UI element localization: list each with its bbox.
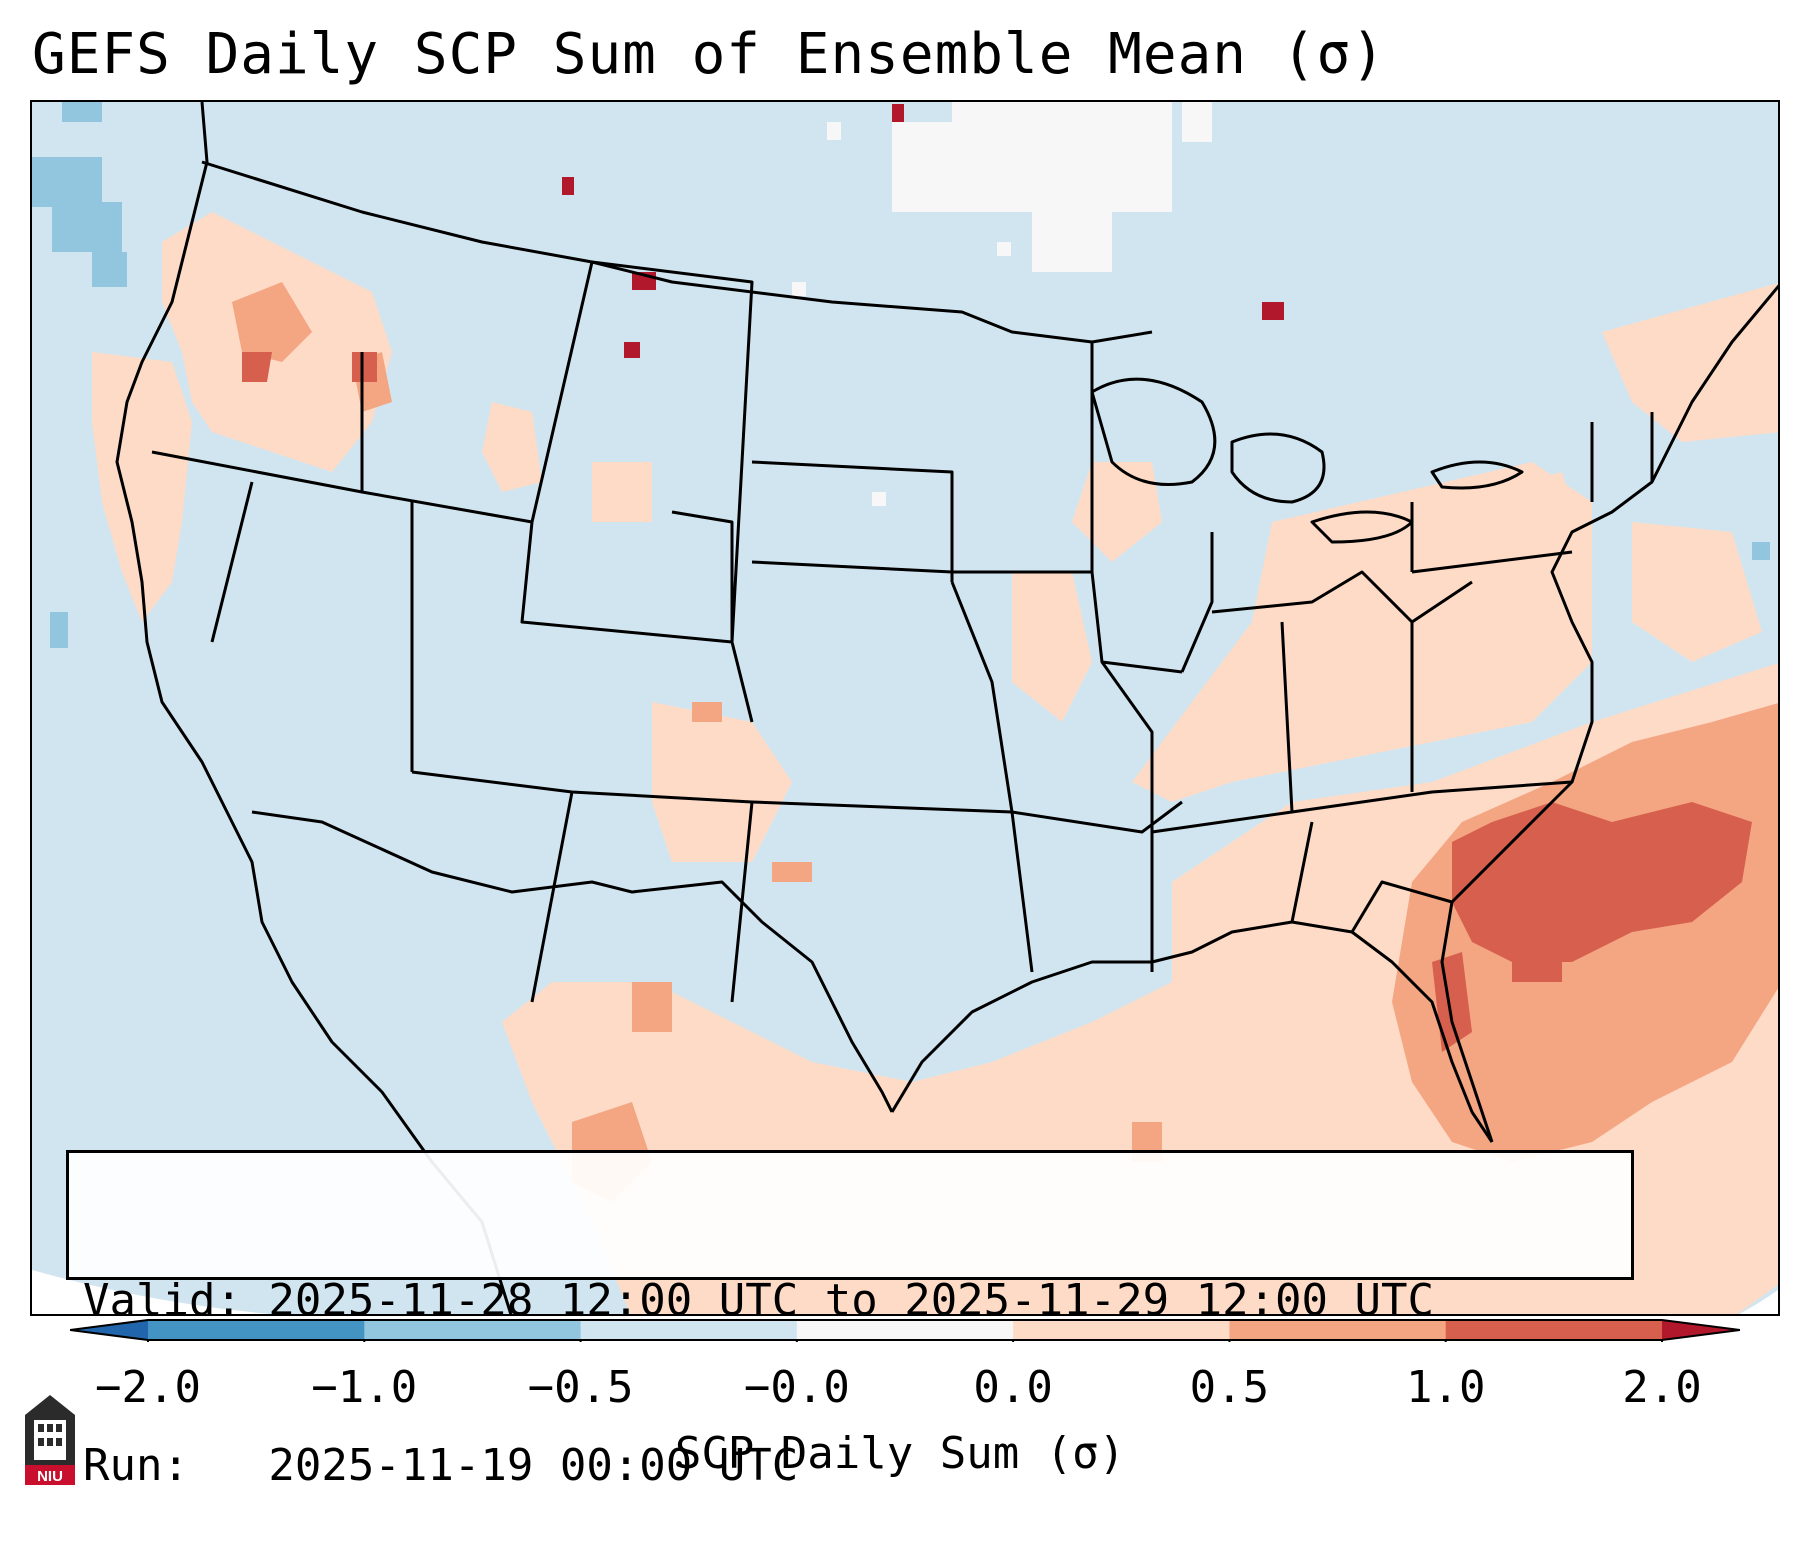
negative-patches [32, 102, 1770, 1314]
map-panel [30, 100, 1780, 1316]
gulf-coastline [890, 920, 1494, 1143]
colorbar-segment [148, 1320, 365, 1340]
colorbar-segments [148, 1320, 1663, 1340]
lake-ontario [1430, 460, 1524, 490]
colorbar-tick-label: 0.0 [973, 1362, 1053, 1413]
colorbar-segment [1013, 1320, 1230, 1340]
map-title: GEFS Daily SCP Sum of Ensemble Mean (σ) [32, 22, 1386, 87]
niu-logo-icon: NIU [25, 1395, 75, 1485]
svg-text:NIU: NIU [37, 1468, 63, 1485]
colorbar-tick-label: 2.0 [1622, 1362, 1702, 1413]
colorbar-segment [796, 1320, 1014, 1340]
atlantic-coastline [1440, 284, 1778, 1143]
borders-coastlines [115, 102, 1778, 1314]
lake-huron [1230, 432, 1326, 504]
colorbar-tick-label: −2.0 [95, 1362, 201, 1413]
colorbar-segment [1229, 1320, 1447, 1340]
colorbar-tick-label: 0.5 [1189, 1362, 1270, 1413]
colorbar-tick-label: −0.0 [743, 1362, 850, 1413]
near-zero-patches [792, 102, 1212, 506]
pacific-coastline [115, 102, 513, 1314]
colorbar-segment [580, 1320, 798, 1340]
map-canvas [32, 102, 1778, 1314]
valid-time-text: Valid: 2025-11-28 12:00 UTC to 2025-11-2… [83, 1275, 1435, 1326]
run-time-text: Run: 2025-11-19 00:00 UTC [83, 1440, 799, 1491]
projection-edge-right [1739, 1289, 1778, 1314]
high-positive-region [242, 352, 1752, 1052]
colorbar-tick-label: 1.0 [1405, 1362, 1486, 1413]
colorbar [70, 1319, 1740, 1342]
projection-edge [32, 1270, 271, 1314]
colorbar-label: SCP Daily Sum (σ) [674, 1428, 1126, 1479]
colorbar-tick-label: −0.5 [527, 1362, 634, 1413]
colorbar-tick-label: −1.0 [311, 1362, 418, 1413]
colorbar-segment [364, 1320, 582, 1340]
colorbar-extend-high [1662, 1320, 1740, 1340]
valid-run-info-box: Valid: 2025-11-28 12:00 UTC to 2025-11-2… [66, 1150, 1634, 1491]
lake-michigan-superior [1090, 377, 1217, 486]
mexico-border [251, 810, 894, 1113]
colorbar-extend-low [70, 1320, 148, 1340]
colorbar-segment [1445, 1320, 1663, 1340]
